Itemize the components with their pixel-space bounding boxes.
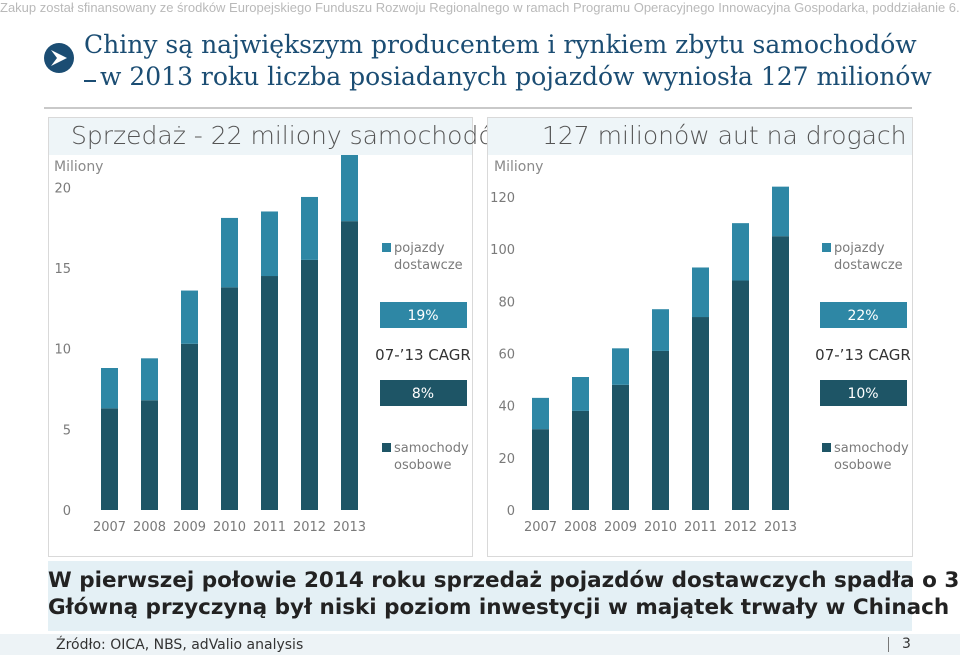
sales-chart: 0 5 10 15 20 2007 2008 2009 2010 2011 2012 2013 poja… xyxy=(54,155,471,535)
legend-label-osobowe: samochody xyxy=(394,441,469,456)
bar-dostawcze xyxy=(101,368,118,409)
y-tick-label: 20 xyxy=(498,452,515,467)
legend-label-dostawcze: pojazdy xyxy=(394,241,445,256)
x-tick-label: 2007 xyxy=(93,520,126,535)
cagr-value-osobowe: 10% xyxy=(847,386,878,402)
legend-swatch-osobowe xyxy=(822,443,831,452)
bar-osobowe xyxy=(532,429,549,510)
summary-banner: W pierwszej połowie 2014 roku sprzedaż p… xyxy=(48,561,960,631)
bar-dostawcze xyxy=(301,196,318,260)
legend-swatch-dostawcze xyxy=(382,243,391,252)
legend-label-dostawcze: pojazdy xyxy=(834,241,885,256)
y-tick-label: 100 xyxy=(490,243,515,258)
legend-label-dostawcze: dostawcze xyxy=(834,258,903,273)
bar-osobowe xyxy=(772,236,789,510)
fleet-chart-header xyxy=(488,118,912,155)
cagr-label: 07-’13 CAGR xyxy=(375,346,471,364)
sales-chart-header xyxy=(49,118,472,155)
bar-osobowe xyxy=(101,408,118,510)
fleet-chart-title: 127 milionów aut na drogach xyxy=(542,121,907,150)
x-tick-label: 2008 xyxy=(564,520,597,535)
bar-osobowe xyxy=(301,259,318,510)
bar-osobowe xyxy=(612,384,629,510)
y-tick-label: 10 xyxy=(54,343,71,358)
y-tick-label: 120 xyxy=(490,191,515,206)
bar-osobowe xyxy=(341,221,358,510)
cagr-value-dostawcze: 22% xyxy=(847,308,878,324)
x-tick-label: 2010 xyxy=(644,520,677,535)
bar-osobowe xyxy=(141,400,158,510)
y-tick-label: 80 xyxy=(498,295,515,310)
bar-dostawcze xyxy=(732,223,749,281)
bar-dostawcze xyxy=(772,186,789,237)
cagr-value-osobowe: 8% xyxy=(412,386,434,402)
x-tick-label: 2011 xyxy=(684,520,717,535)
fleet-y-unit: Miliony xyxy=(494,159,544,175)
bar-dostawcze xyxy=(612,348,629,385)
cagr-badge-dostawcze xyxy=(380,302,467,328)
cagr-badge-osobowe xyxy=(820,380,907,406)
x-tick-label: 2012 xyxy=(293,520,326,535)
legend-label-osobowe: osobowe xyxy=(394,458,452,473)
bar-osobowe xyxy=(261,276,278,510)
fleet-chart-panel: 127 milionów aut na drogach Miliony 0 20 4… xyxy=(487,117,913,557)
sales-chart-panel: Sprzedaż - 22 miliony samochodów Miliony… xyxy=(48,117,514,557)
bar-osobowe xyxy=(572,410,589,510)
y-tick-label: 60 xyxy=(498,348,515,363)
footer-separator xyxy=(888,637,889,652)
sales-y-unit: Miliony xyxy=(54,159,104,175)
source-note: Źródło: OICA, NBS, adValio analysis xyxy=(56,637,304,653)
legend-label-osobowe: osobowe xyxy=(834,458,892,473)
bar-dostawcze xyxy=(572,377,589,411)
chevron-right-icon xyxy=(44,43,74,73)
slide-title-line2: w 2013 roku liczba posiadanych pojazdów … xyxy=(100,62,932,91)
bar-osobowe xyxy=(221,287,238,510)
cagr-label: 07-’13 CAGR xyxy=(815,346,911,364)
bar-dostawcze xyxy=(652,309,669,351)
legend-label-osobowe: samochody xyxy=(834,441,909,456)
x-tick-label: 2009 xyxy=(604,520,637,535)
y-tick-label: 5 xyxy=(63,423,71,438)
y-tick-label: 0 xyxy=(507,504,515,519)
x-tick-label: 2011 xyxy=(253,520,286,535)
bar-dostawcze xyxy=(261,211,278,277)
bar-dostawcze xyxy=(181,290,198,344)
summary-line2: Główną przyczyną był niski poziom inwest… xyxy=(48,595,950,620)
x-tick-label: 2009 xyxy=(173,520,206,535)
x-tick-label: 2010 xyxy=(213,520,246,535)
bar-dostawcze xyxy=(692,267,709,318)
cagr-badge-osobowe xyxy=(380,380,467,406)
cagr-badge-dostawcze xyxy=(820,302,907,328)
legend-label-dostawcze: dostawcze xyxy=(394,258,463,273)
summary-line1: W pierwszej połowie 2014 roku sprzedaż p… xyxy=(48,568,960,593)
slide-title-line1: Chiny są największym producentem i rynki… xyxy=(84,30,917,59)
x-tick-label: 2013 xyxy=(764,520,797,535)
y-tick-label: 15 xyxy=(54,262,71,277)
legend-swatch-dostawcze xyxy=(822,243,831,252)
title-divider xyxy=(44,107,912,109)
footer: Źródło: OICA, NBS, adValio analysis 3 xyxy=(0,634,960,655)
fleet-chart: 0 20 40 60 80 100 120 2007 2008 2009 2010 2011 2012 2… xyxy=(490,186,911,535)
y-tick-label: 20 xyxy=(54,181,71,196)
bar-osobowe xyxy=(732,280,749,510)
x-tick-label: 2008 xyxy=(133,520,166,535)
page-number: 3 xyxy=(902,636,911,652)
title-dash xyxy=(84,80,96,82)
bar-dostawcze xyxy=(141,358,158,401)
legend-swatch-osobowe xyxy=(382,443,391,452)
sales-chart-title: Sprzedaż - 22 miliony samochodów xyxy=(71,121,515,150)
bar-osobowe xyxy=(652,350,669,510)
x-tick-label: 2007 xyxy=(524,520,557,535)
y-tick-label: 40 xyxy=(498,400,515,415)
bar-dostawcze xyxy=(341,155,358,222)
bar-dostawcze xyxy=(221,217,238,288)
x-tick-label: 2012 xyxy=(724,520,757,535)
funding-note: Zakup został sfinansowany ze środków Eur… xyxy=(0,0,960,15)
bar-dostawcze xyxy=(532,397,549,430)
bar-osobowe xyxy=(692,317,709,510)
x-tick-label: 2013 xyxy=(333,520,366,535)
bar-osobowe xyxy=(181,343,198,510)
y-tick-label: 0 xyxy=(63,504,71,519)
cagr-value-dostawcze: 19% xyxy=(407,308,438,324)
